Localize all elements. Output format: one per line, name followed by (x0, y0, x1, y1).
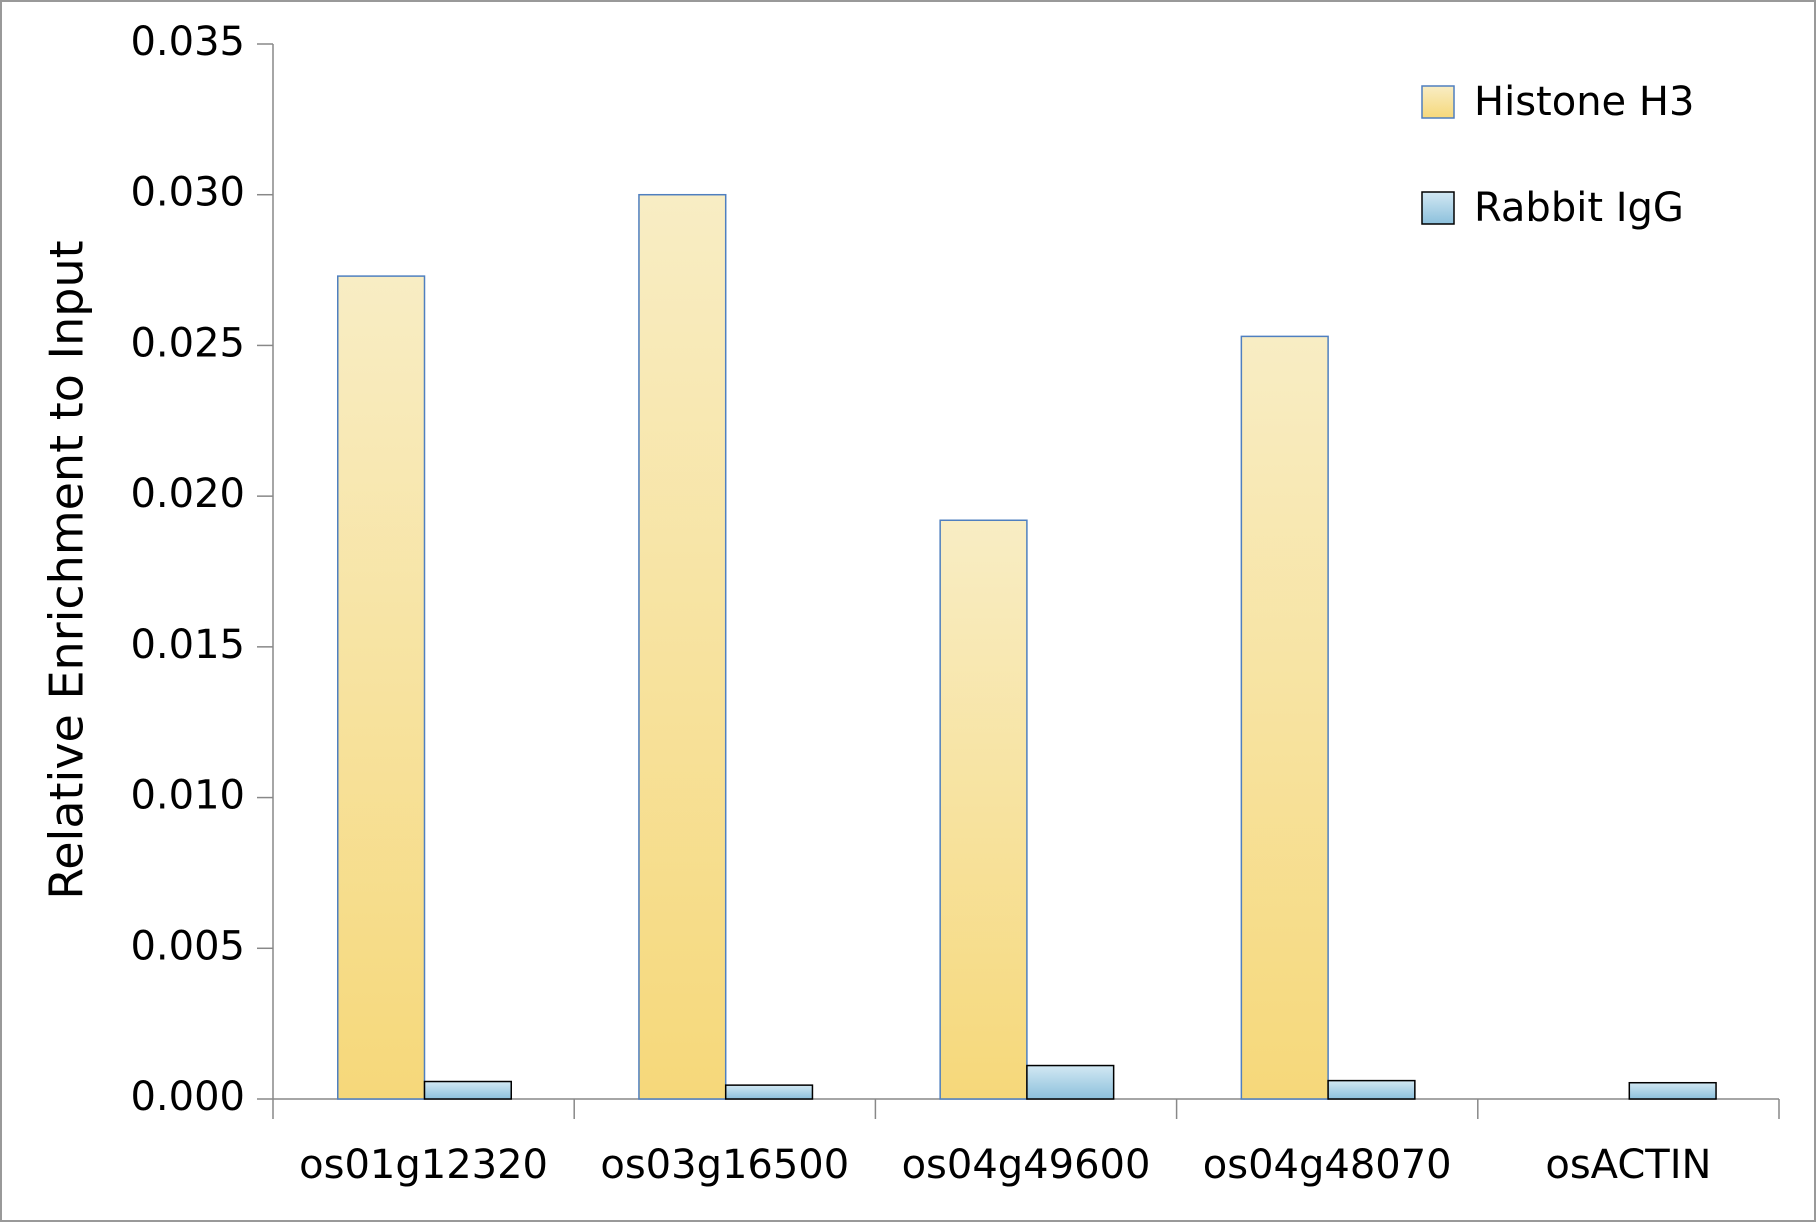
bar (939, 519, 1028, 1100)
x-tick-label: osACTIN (1545, 1142, 1711, 1188)
bar (1327, 1079, 1416, 1100)
y-tick-label: 0.010 (130, 773, 245, 819)
y-tick-label: 0.000 (130, 1074, 245, 1120)
y-tick-label: 0.005 (130, 923, 245, 969)
legend-swatch (1421, 85, 1455, 119)
bar (638, 193, 727, 1100)
bar (1628, 1081, 1717, 1100)
bar (337, 275, 426, 1100)
y-tick-label: 0.020 (130, 471, 245, 517)
y-tick-label: 0.025 (130, 320, 245, 366)
y-tick-label: 0.015 (130, 622, 245, 668)
legend-swatch (1421, 191, 1455, 225)
y-axis-label: Relative Enrichment to Input (40, 240, 94, 899)
legend-label: Rabbit IgG (1474, 185, 1684, 231)
y-tick-label: 0.030 (130, 170, 245, 216)
bar (724, 1084, 814, 1100)
legend-label: Histone H3 (1474, 79, 1694, 125)
x-tick-label: os03g16500 (600, 1142, 849, 1188)
y-tick-label: 0.035 (130, 19, 245, 65)
x-tick-label: os01g12320 (299, 1142, 548, 1188)
bar (1026, 1064, 1115, 1100)
bar (423, 1080, 512, 1100)
bar (1240, 335, 1329, 1100)
x-tick-label: os04g49600 (902, 1142, 1151, 1188)
x-tick-label: os04g48070 (1203, 1142, 1452, 1188)
